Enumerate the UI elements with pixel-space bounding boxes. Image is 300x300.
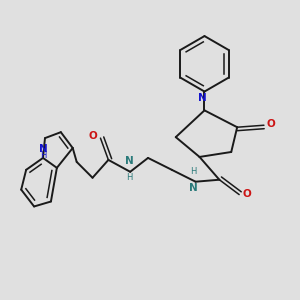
Text: H: H xyxy=(190,167,197,176)
Text: O: O xyxy=(267,119,276,129)
Text: N: N xyxy=(198,93,207,103)
Text: N: N xyxy=(189,183,198,193)
Text: H: H xyxy=(40,151,46,160)
Text: H: H xyxy=(126,173,132,182)
Text: O: O xyxy=(89,131,98,141)
Text: O: O xyxy=(242,189,251,199)
Text: N: N xyxy=(125,156,134,166)
Text: N: N xyxy=(39,144,47,154)
